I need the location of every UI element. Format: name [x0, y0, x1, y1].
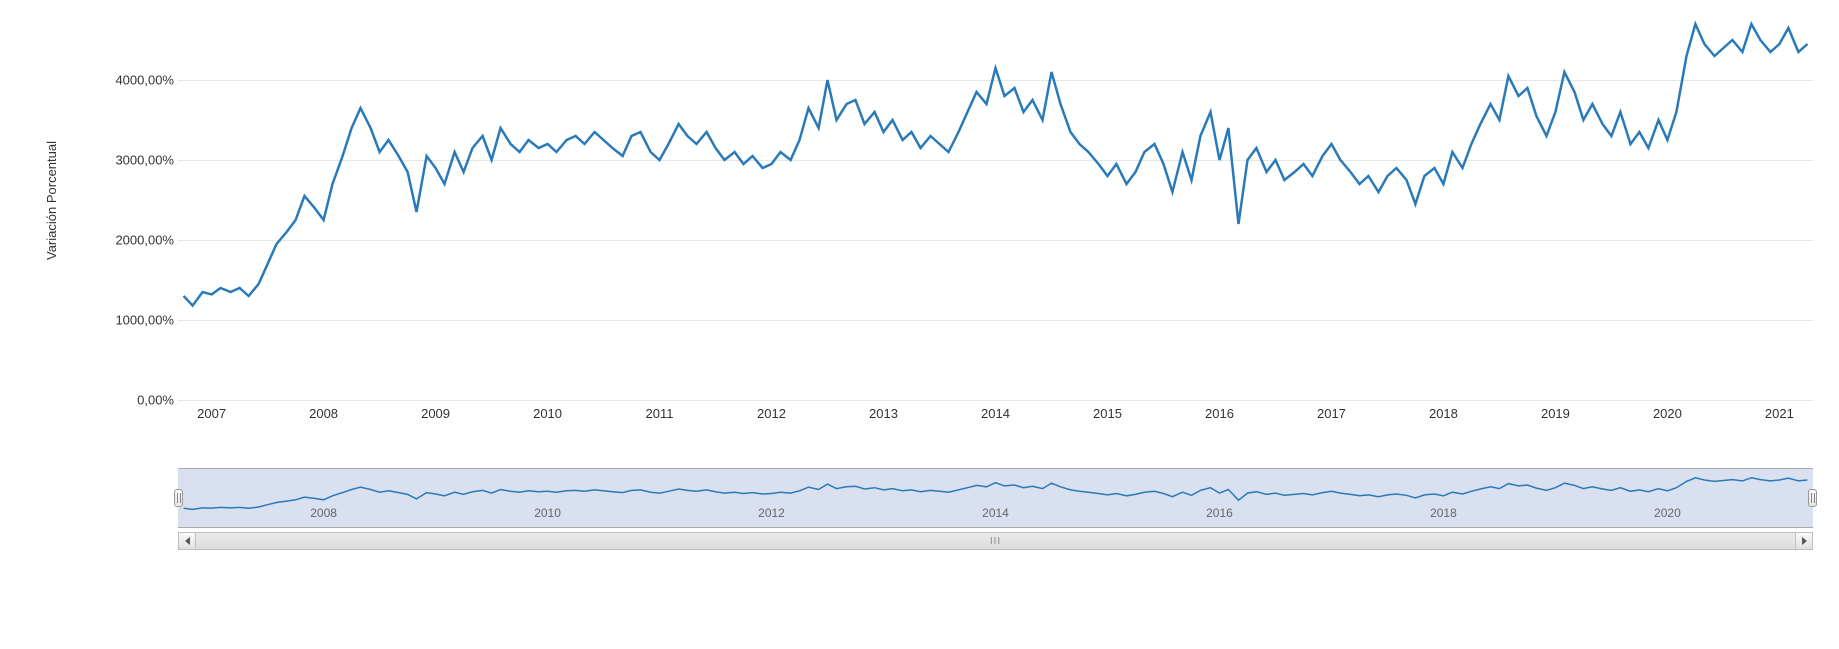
- x-tick-label: 2018: [1429, 406, 1458, 421]
- x-tick-label: 2009: [421, 406, 450, 421]
- x-tick-label: 2021: [1765, 406, 1794, 421]
- x-tick-label: 2012: [757, 406, 786, 421]
- scroll-track[interactable]: III: [196, 533, 1795, 549]
- x-tick-label: 2020: [1653, 406, 1682, 421]
- x-tick-label: 2017: [1317, 406, 1346, 421]
- x-tick-label: 2019: [1541, 406, 1570, 421]
- navigator-x-label: 2020: [1654, 506, 1681, 520]
- scroll-right-button[interactable]: [1795, 533, 1812, 549]
- x-tick-label: 2016: [1205, 406, 1234, 421]
- x-tick-label: 2007: [197, 406, 226, 421]
- navigator-line: [184, 478, 1808, 510]
- plot-area[interactable]: [178, 8, 1813, 400]
- y-axis-title: Variación Porcentual: [44, 141, 59, 260]
- chart-scrollbar[interactable]: III: [178, 532, 1813, 550]
- navigator-x-label: 2012: [758, 506, 785, 520]
- y-tick-label: 2000,00%: [62, 233, 174, 248]
- arrow-right-icon: [1802, 537, 1807, 545]
- x-tick-label: 2008: [309, 406, 338, 421]
- navigator-x-label: 2016: [1206, 506, 1233, 520]
- gridline: [178, 400, 1813, 401]
- series-line: [184, 24, 1808, 306]
- navigator-x-label: 2010: [534, 506, 561, 520]
- navigator-x-label: 2008: [310, 506, 337, 520]
- scroll-left-button[interactable]: [179, 533, 196, 549]
- line-svg: [178, 8, 1813, 400]
- navigator-x-label: 2018: [1430, 506, 1457, 520]
- y-axis-ticks: 0,00%1000,00%2000,00%3000,00%4000,00%: [62, 8, 174, 400]
- main-line-chart: Variación Porcentual 0,00% 1000,00% 2000,0…: [0, 0, 1839, 458]
- navigator-x-label: 2014: [982, 506, 1009, 520]
- chart-container: Variación Porcentual 0,00% 1000,00% 2000,0…: [0, 0, 1839, 649]
- arrow-left-icon: [185, 537, 190, 545]
- y-axis-title-wrap: Variación Porcentual: [41, 0, 61, 400]
- x-tick-label: 2013: [869, 406, 898, 421]
- y-tick-label: 1000,00%: [62, 313, 174, 328]
- navigator-handle-left[interactable]: [174, 489, 183, 507]
- x-tick-label: 2014: [981, 406, 1010, 421]
- x-tick-label: 2010: [533, 406, 562, 421]
- x-tick-label: 2011: [646, 406, 674, 421]
- y-tick-label: 4000,00%: [62, 73, 174, 88]
- x-axis-ticks: 2007 2008 2009 2010 2011 2012 2013 2014 2015 2016…: [178, 406, 1813, 426]
- scroll-grip-icon: III: [990, 536, 1001, 547]
- y-tick-label: 3000,00%: [62, 153, 174, 168]
- y-tick-label: 0,00%: [62, 393, 174, 408]
- range-navigator[interactable]: 2008 2010 2012 2014 2016 2018 2020: [178, 468, 1813, 528]
- navigator-handle-right[interactable]: [1808, 489, 1817, 507]
- x-tick-label: 2015: [1093, 406, 1122, 421]
